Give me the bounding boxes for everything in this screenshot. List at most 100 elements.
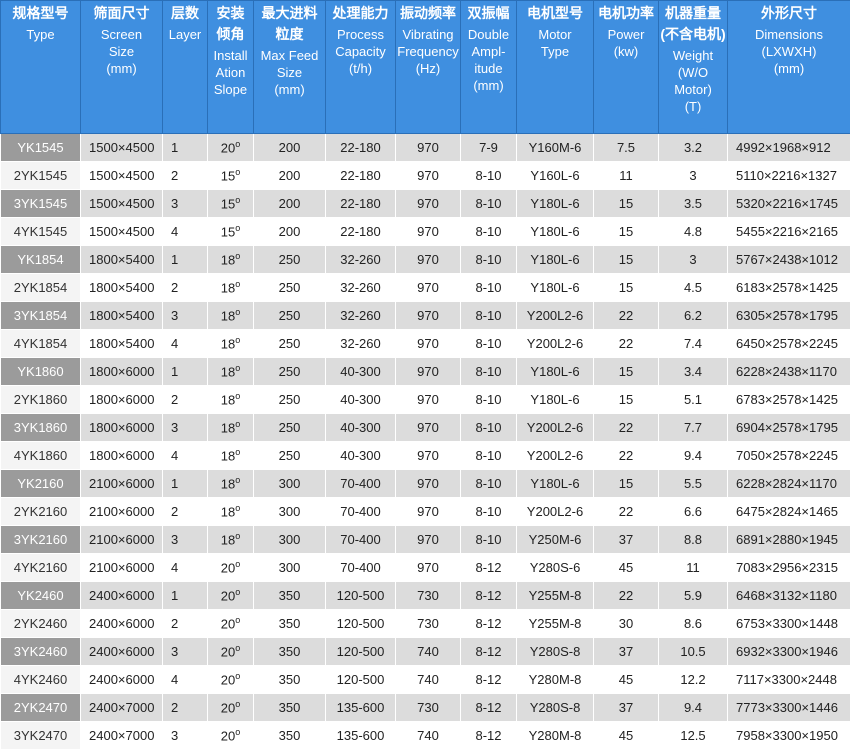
cell-value: 20: [220, 560, 236, 576]
table-cell: 70-400: [325, 497, 396, 526]
table-cell: 5767×2438×1012: [727, 245, 850, 274]
table-cell: 135-600: [325, 721, 396, 750]
header-row: 规格型号 Type 筛面尺寸 Screen Size (mm) 层数 Layer 安装 倾角 Ins…: [0, 0, 850, 134]
table-cell: 1500×4500: [80, 161, 163, 190]
table-cell: 250: [253, 245, 326, 274]
table-cell: 2: [162, 497, 208, 526]
cell-sup: o: [235, 335, 241, 346]
cell-value: 18: [220, 504, 236, 520]
table-cell: Y160L-6: [516, 161, 594, 190]
cell-value: 18: [220, 420, 236, 436]
table-cell: Y280M-8: [516, 665, 594, 694]
table-cell: 120-500: [325, 581, 396, 610]
table-row: 3YK2470 2400×7000 3 20o 350 135-600 740 8-12 Y28…: [0, 721, 850, 750]
table-cell: 22-180: [325, 217, 396, 246]
table-cell: 15: [593, 189, 659, 218]
header-cell: 电机型号 Motor Type: [516, 0, 594, 134]
table-cell: 2: [162, 273, 208, 302]
table-row: 3YK1545 1500×4500 3 15o 200 22-180 970 8-10 Y180…: [0, 189, 850, 218]
cell-sup: o: [235, 531, 241, 542]
table-row: 2YK2160 2100×6000 2 18o 300 70-400 970 8-10 Y200…: [0, 497, 850, 526]
table-cell: 7.4: [658, 329, 728, 358]
table-cell: 250: [253, 441, 326, 470]
cell-value: 18: [220, 448, 236, 464]
header-en: (mm): [773, 61, 805, 76]
cell-sup: o: [235, 307, 241, 318]
table-cell: 8-12: [460, 637, 517, 666]
cell-value: 20: [220, 644, 236, 660]
table-row: 4YK1854 1800×5400 4 18o 250 32-260 970 8-10 Y200…: [0, 329, 850, 358]
header-en: (mm): [106, 61, 137, 76]
table-cell: Y180L-6: [516, 357, 594, 386]
table-cell: 20o: [207, 553, 254, 582]
table-cell: 10.5: [658, 637, 728, 666]
table-cell: 18o: [207, 469, 254, 498]
table-row: 3YK1854 1800×5400 3 18o 250 32-260 970 8-10 Y200…: [0, 301, 850, 330]
table-cell: 970: [395, 217, 461, 246]
table-cell: 4YK1545: [0, 217, 81, 246]
table-cell: 4YK2460: [0, 665, 81, 694]
table-cell: 2400×7000: [80, 721, 163, 750]
table-cell: 3YK1545: [0, 189, 81, 218]
table-cell: 22-180: [325, 189, 396, 218]
table-cell: 1800×6000: [80, 385, 163, 414]
header-en: Size: [276, 65, 303, 80]
table-cell: 8-10: [460, 385, 517, 414]
table-cell: Y280S-8: [516, 637, 594, 666]
table-cell: 1800×6000: [80, 413, 163, 442]
table-cell: 6475×2824×1465: [727, 497, 850, 526]
table-cell: 8-10: [460, 301, 517, 330]
header-cell: 电机功率 Power (kw): [593, 0, 659, 134]
cell-sup: o: [235, 447, 241, 458]
table-cell: 1500×4500: [80, 189, 163, 218]
cell-value: 18: [220, 532, 236, 548]
table-cell: 2YK1854: [0, 273, 81, 302]
table-cell: 1800×5400: [80, 329, 163, 358]
table-cell: 6783×2578×1425: [727, 385, 850, 414]
table-row: YK1854 1800×5400 1 18o 250 32-260 970 8-10 Y180L…: [0, 245, 850, 274]
table-cell: 6450×2578×2245: [727, 329, 850, 358]
header-cell: 双振幅 Double Ampl-itude (mm): [460, 0, 517, 134]
table-cell: 300: [253, 525, 326, 554]
table-cell: 120-500: [325, 609, 396, 638]
table-cell: Y180L-6: [516, 385, 594, 414]
table-cell: 1800×6000: [80, 441, 163, 470]
header-zh: 安装: [216, 5, 245, 21]
table-cell: 4.5: [658, 273, 728, 302]
table-cell: 18o: [207, 301, 254, 330]
table-cell: 300: [253, 469, 326, 498]
table-cell: YK2160: [0, 469, 81, 498]
table-cell: 8-10: [460, 245, 517, 274]
cell-value: 20: [220, 700, 236, 716]
table-cell: 5.9: [658, 581, 728, 610]
table-cell: 120-500: [325, 637, 396, 666]
table-cell: 8-10: [460, 357, 517, 386]
table-cell: 1800×6000: [80, 357, 163, 386]
table-cell: 70-400: [325, 469, 396, 498]
table-cell: Y200L2-6: [516, 497, 594, 526]
table-cell: Y280S-8: [516, 693, 594, 722]
table-row: 2YK1545 1500×4500 2 15o 200 22-180 970 8-10 Y160…: [0, 161, 850, 190]
header-zh: 机器重量: [665, 5, 721, 21]
table-cell: 300: [253, 497, 326, 526]
table-body: YK1545 1500×4500 1 20o 200 22-180 970 7-9 Y160M-…: [0, 133, 850, 750]
cell-value: 18: [220, 336, 236, 352]
header-zh: 倾角: [216, 26, 245, 42]
table-cell: 200: [253, 161, 326, 190]
table-cell: Y200L2-6: [516, 413, 594, 442]
table-cell: 1800×5400: [80, 273, 163, 302]
table-cell: 970: [395, 301, 461, 330]
table-cell: 8-10: [460, 217, 517, 246]
table-cell: 970: [395, 329, 461, 358]
table-cell: 3.2: [658, 133, 728, 162]
table-cell: 8-12: [460, 693, 517, 722]
table-cell: 6183×2578×1425: [727, 273, 850, 302]
table-cell: 135-600: [325, 693, 396, 722]
table-cell: 8-10: [460, 273, 517, 302]
cell-sup: o: [235, 475, 241, 486]
table-cell: 3: [162, 413, 208, 442]
header-en: (Hz): [415, 61, 441, 76]
table-cell: Y255M-8: [516, 581, 594, 610]
table-cell: 6305×2578×1795: [727, 301, 850, 330]
